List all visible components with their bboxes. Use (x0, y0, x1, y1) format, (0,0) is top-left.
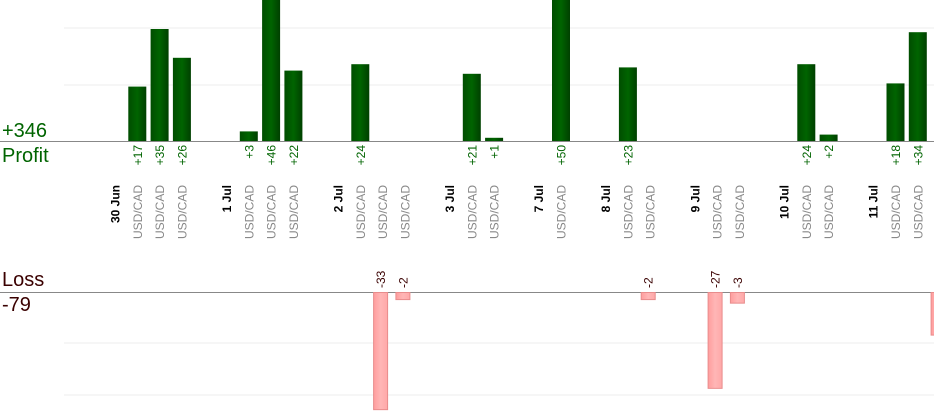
symbol-label: USD/CAD (733, 185, 747, 239)
symbol-label: USD/CAD (822, 185, 836, 239)
profit-bar (172, 57, 191, 141)
symbol-label: USD/CAD (644, 185, 658, 239)
loss-value-label: -2 (396, 277, 410, 288)
loss-value-label: -33 (374, 270, 388, 288)
symbol-label: USD/CAD (711, 185, 725, 239)
profit-bar (462, 73, 481, 141)
profit-value-label: +22 (287, 145, 301, 166)
symbol-label: USD/CAD (621, 185, 635, 239)
loss-bar (640, 292, 656, 301)
loss-total: -79 (2, 294, 31, 316)
loss-bar (373, 292, 389, 411)
profit-value-label: +35 (153, 145, 167, 166)
symbol-label: USD/CAD (153, 185, 167, 239)
symbol-label: USD/CAD (242, 185, 256, 239)
date-label: 11 Jul (867, 185, 881, 218)
symbol-label: USD/CAD (800, 185, 814, 239)
profit-value-label: +2 (822, 145, 836, 159)
symbol-label: USD/CAD (398, 185, 412, 239)
profit-bar (819, 134, 838, 141)
date-label: 30 Jun (109, 185, 123, 223)
profit-bar (128, 86, 147, 141)
loss-bar (729, 292, 745, 304)
date-label: 10 Jul (778, 185, 792, 219)
date-label: 3 Jul (443, 185, 457, 212)
profit-label: Profit (2, 145, 49, 167)
symbol-label: USD/CAD (131, 185, 145, 239)
symbol-label: USD/CAD (911, 185, 925, 239)
profit-value-label: +46 (265, 145, 279, 166)
loss-label: Loss (2, 269, 45, 291)
loss-value-label: -12 (932, 270, 934, 288)
profit-bar (239, 131, 258, 141)
symbol-label: USD/CAD (354, 185, 368, 239)
date-label: 7 Jul (532, 185, 546, 212)
date-label: 8 Jul (599, 185, 613, 212)
profit-total: +346 (2, 120, 48, 142)
profit-value-label: +23 (621, 145, 635, 166)
symbol-label: USD/CAD (265, 185, 279, 239)
profit-bar (908, 32, 927, 142)
loss-bar (707, 292, 723, 389)
loss-value-label: -2 (642, 277, 656, 288)
profit-bar (797, 64, 816, 141)
symbol-label: USD/CAD (465, 185, 479, 239)
symbol-label: USD/CAD (488, 185, 502, 239)
profit-bar (886, 83, 905, 141)
profit-value-label: +34 (911, 145, 925, 166)
symbol-label: USD/CAD (555, 185, 569, 239)
symbol-label: USD/CAD (175, 185, 189, 239)
profit-bar (284, 70, 303, 141)
date-label: 1 Jul (220, 185, 234, 212)
profit-value-label: +24 (800, 145, 814, 166)
loss-bar (930, 292, 934, 336)
profit-value-label: +26 (175, 145, 189, 166)
profit-bar (552, 0, 570, 141)
profit-bar (150, 29, 169, 141)
profit-bar (618, 67, 637, 141)
loss-bar (395, 292, 411, 301)
loss-value-label: -27 (709, 270, 723, 288)
profit-value-label: +21 (465, 145, 479, 166)
profit-value-label: +24 (354, 145, 368, 166)
profit-bar (351, 64, 370, 141)
profit-value-label: +3 (242, 145, 256, 159)
date-label: 9 Jul (688, 185, 702, 212)
profit-value-label: +17 (131, 145, 145, 166)
loss-value-label: -3 (731, 277, 745, 288)
profit-value-label: +50 (555, 145, 569, 166)
profit-bar (485, 137, 504, 141)
symbol-label: USD/CAD (889, 185, 903, 239)
date-label: 2 Jul (332, 185, 346, 212)
profit-bar (262, 0, 281, 141)
profit-value-label: +1 (488, 145, 502, 159)
profit-value-label: +18 (889, 145, 903, 166)
symbol-label: USD/CAD (376, 185, 390, 239)
symbol-label: USD/CAD (287, 185, 301, 239)
